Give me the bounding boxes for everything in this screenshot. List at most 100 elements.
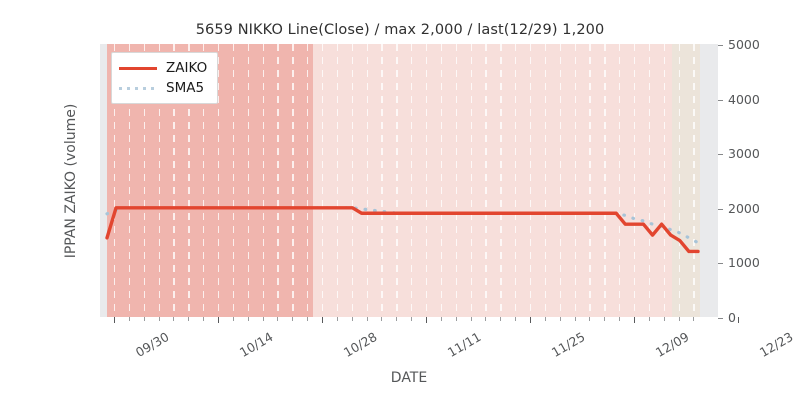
x-axis-minor-tick xyxy=(158,317,160,321)
gridline xyxy=(648,44,651,317)
x-axis-minor-tick xyxy=(351,317,353,321)
gridline xyxy=(604,44,606,317)
gridline xyxy=(351,44,353,317)
x-axis-tick-label: 10/14 xyxy=(236,329,276,361)
x-axis-minor-tick xyxy=(604,317,606,321)
gridline xyxy=(366,44,368,317)
gridline xyxy=(396,44,398,317)
x-axis-minor-tick xyxy=(693,317,695,321)
gridline xyxy=(530,44,532,317)
x-axis-major-tick xyxy=(738,317,740,323)
x-axis-minor-tick xyxy=(143,317,145,321)
x-axis-minor-tick xyxy=(619,317,621,321)
x-axis-labels: 09/30 10/14 10/28 11/11 11/25 12/09 12/23 xyxy=(100,325,796,371)
y-axis-tick-label: 4000 xyxy=(718,91,760,107)
x-axis-minor-tick xyxy=(544,317,546,321)
x-axis-minor-tick xyxy=(470,317,472,321)
y-tick-text: 4000 xyxy=(728,91,760,107)
legend-item-zaiko[interactable]: ZAIKO xyxy=(119,58,207,78)
x-axis-major-tick xyxy=(322,317,324,323)
gridline xyxy=(663,44,665,317)
x-axis-ticks xyxy=(100,317,740,325)
x-axis-minor-tick xyxy=(262,317,264,321)
x-axis-minor-tick xyxy=(307,317,309,321)
gridline xyxy=(634,44,636,317)
gridline xyxy=(470,44,472,317)
gridline xyxy=(307,44,309,317)
x-axis-minor-tick xyxy=(366,317,368,321)
x-axis-minor-tick xyxy=(411,317,413,321)
gridline xyxy=(292,44,294,317)
gridline xyxy=(322,44,324,317)
x-axis-minor-tick xyxy=(663,317,665,321)
x-axis-minor-tick xyxy=(648,317,650,321)
gridline xyxy=(188,44,190,317)
x-axis-major-tick xyxy=(218,317,220,323)
gridline xyxy=(336,44,339,317)
background-band xyxy=(700,44,718,317)
x-axis-minor-tick xyxy=(559,317,561,321)
gridline xyxy=(678,44,680,317)
x-axis-title: DATE xyxy=(390,370,428,386)
y-tick-mark xyxy=(718,45,723,46)
legend-item-sma5[interactable]: SMA5 xyxy=(119,78,207,98)
y-axis-title: IPPAN ZAIKO (volume) xyxy=(60,44,82,317)
gridline xyxy=(619,44,621,317)
gridline xyxy=(440,44,443,317)
gridline xyxy=(158,44,160,317)
x-axis-tick-label: 11/25 xyxy=(548,329,588,361)
x-axis-minor-tick xyxy=(247,317,249,321)
gridline xyxy=(455,44,457,317)
x-axis-tick-label: 09/30 xyxy=(132,329,172,361)
x-axis-minor-tick xyxy=(292,317,294,321)
x-axis-tick-label: 11/11 xyxy=(444,329,484,361)
legend-swatch-dotted-icon xyxy=(119,82,157,94)
gridline xyxy=(500,44,502,317)
y-tick-text: 0 xyxy=(728,310,736,325)
gridline xyxy=(589,44,591,317)
background-band xyxy=(672,44,700,317)
y-tick-text: 2000 xyxy=(728,200,760,216)
background-band xyxy=(313,44,672,317)
gridline xyxy=(218,44,220,317)
x-axis-minor-tick xyxy=(574,317,576,321)
x-axis-minor-tick xyxy=(173,317,175,321)
gridline xyxy=(232,44,235,317)
y-tick-mark xyxy=(718,154,723,156)
gridline xyxy=(411,44,413,317)
x-axis-minor-tick xyxy=(277,317,279,321)
gridline xyxy=(559,44,561,317)
legend-label-zaiko: ZAIKO xyxy=(166,60,208,76)
gridline xyxy=(277,44,279,317)
gridline xyxy=(381,44,383,317)
gridline xyxy=(262,44,264,317)
y-axis-tick-label: 0 xyxy=(718,310,736,325)
y-axis-tick-label: 1000 xyxy=(718,255,760,271)
y-tick-mark xyxy=(718,318,723,319)
x-axis-major-tick xyxy=(530,317,532,323)
gridline xyxy=(574,44,576,317)
y-tick-mark xyxy=(718,208,723,210)
chart-title: 5659 NIKKO Line(Close) / max 2,000 / las… xyxy=(195,22,605,38)
x-axis-tick-label: 10/28 xyxy=(340,329,380,361)
gridline xyxy=(143,44,145,317)
y-tick-text: 3000 xyxy=(728,146,760,162)
gridline xyxy=(173,44,175,317)
y-tick-text: 1000 xyxy=(728,255,760,271)
x-axis-minor-tick xyxy=(336,317,338,321)
x-axis-minor-tick xyxy=(500,317,502,321)
x-axis-minor-tick xyxy=(396,317,398,321)
y-axis-tick-label: 5000 xyxy=(718,37,760,52)
y-tick-mark xyxy=(718,263,723,265)
background-band xyxy=(100,44,107,317)
x-axis-minor-tick xyxy=(455,317,457,321)
x-axis-tick-label: 12/09 xyxy=(652,329,692,361)
x-axis-minor-tick xyxy=(589,317,591,321)
gridline xyxy=(426,44,428,317)
chart-legend[interactable]: ZAIKO SMA5 xyxy=(111,52,219,104)
x-axis-tick-label: 12/23 xyxy=(756,329,796,361)
y-axis-tick-label: 3000 xyxy=(718,146,760,162)
gridline xyxy=(544,44,547,317)
x-axis-minor-tick xyxy=(128,317,130,321)
